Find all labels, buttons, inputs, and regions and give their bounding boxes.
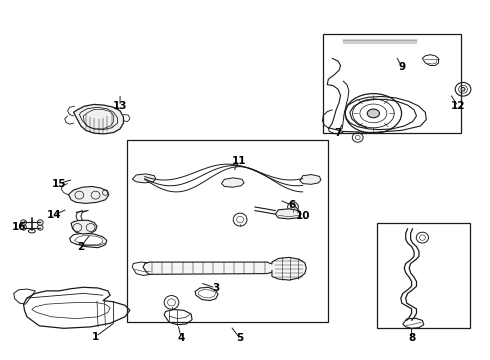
Polygon shape: [69, 186, 109, 203]
Text: 6: 6: [288, 200, 295, 210]
Text: 7: 7: [334, 128, 342, 138]
Bar: [323, 34, 461, 133]
Text: 16: 16: [11, 222, 26, 232]
Text: 11: 11: [232, 156, 246, 166]
Text: 10: 10: [295, 211, 310, 221]
Text: 9: 9: [398, 62, 405, 72]
Text: 2: 2: [77, 242, 84, 252]
Polygon shape: [143, 262, 275, 274]
Text: 13: 13: [113, 101, 127, 111]
Text: 3: 3: [212, 283, 219, 293]
Ellipse shape: [21, 220, 26, 225]
Ellipse shape: [37, 220, 43, 225]
Polygon shape: [71, 220, 97, 234]
Text: 14: 14: [47, 210, 61, 220]
Ellipse shape: [368, 109, 379, 118]
Polygon shape: [221, 178, 244, 187]
Ellipse shape: [21, 225, 26, 230]
Text: 4: 4: [177, 333, 185, 343]
Bar: [377, 223, 470, 328]
Text: 8: 8: [408, 333, 415, 343]
Ellipse shape: [37, 225, 43, 230]
Polygon shape: [132, 174, 156, 183]
Text: 5: 5: [237, 333, 244, 343]
Polygon shape: [300, 175, 321, 184]
Text: 12: 12: [451, 101, 465, 111]
Polygon shape: [272, 257, 306, 280]
Polygon shape: [74, 104, 123, 134]
Bar: [127, 140, 328, 322]
Polygon shape: [275, 209, 301, 219]
Text: 15: 15: [51, 179, 66, 189]
Ellipse shape: [461, 87, 465, 91]
Text: 1: 1: [92, 332, 99, 342]
